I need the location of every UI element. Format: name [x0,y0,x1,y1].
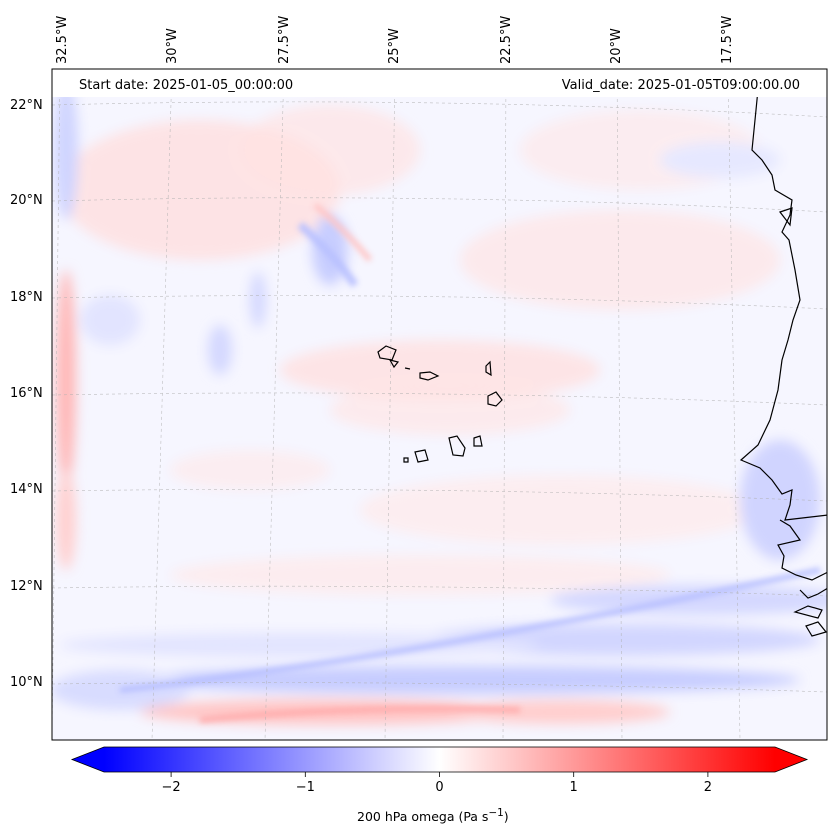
colorbar-tick-label: 2 [703,780,713,795]
lat-label-18n: 18°N [10,290,43,305]
coastline [377,69,827,637]
colorbar-tick-label: 0 [435,780,444,795]
colorbar-tick-label: −1 [295,780,315,795]
lat-label-10n: 10°N [10,675,43,690]
graticule [52,69,827,740]
colorbar-min-extension [72,747,104,772]
lat-label-16n: 16°N [10,386,43,401]
lat-label-20n: 20°N [10,193,43,208]
colorbar-tick-marks [170,772,709,777]
colorbar-body [104,747,775,772]
omega-field [52,69,827,740]
lat-label-14n: 14°N [10,482,43,497]
colorbar-tick-label: 1 [569,780,578,795]
colorbar-tick-label: −2 [161,780,181,795]
colorbar-label: 200 hPa omega (Pa s−1) [357,807,509,825]
info-strip [52,69,827,97]
valid-date-text: Valid_date: 2025-01-05T09:00:00.00 [561,78,800,93]
lat-label-22n: 22°N [10,98,43,113]
lat-label-12n: 12°N [10,579,43,594]
colorbar-max-extension [775,747,807,772]
colorbar [70,746,809,777]
start-date-text: Start date: 2025-01-05_00:00:00 [79,78,294,93]
map-frame [51,68,828,741]
colorbar-outline [70,746,809,773]
